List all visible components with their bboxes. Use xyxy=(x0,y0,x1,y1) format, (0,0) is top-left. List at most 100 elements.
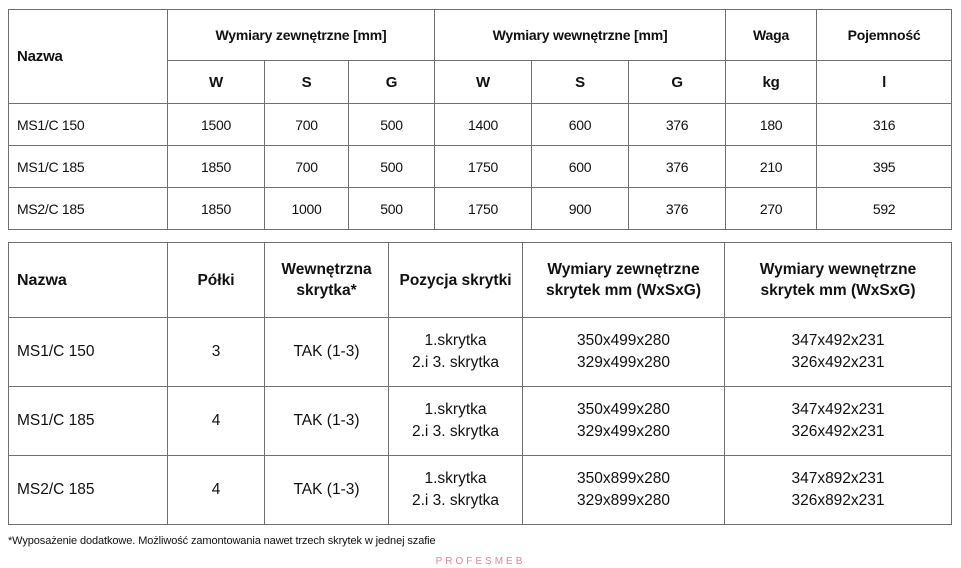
cell-outer-w: 1500 xyxy=(167,103,265,146)
header-line: skrytek mm (WxSxG) xyxy=(760,282,916,299)
cell-line: 1.skrytka xyxy=(424,401,487,418)
cell-line: 329x499x280 xyxy=(576,423,671,440)
header-line: Wymiary wewnętrzne xyxy=(759,261,917,278)
subheader-capacity-unit: l xyxy=(816,60,953,104)
cell-line: 347x492x231 xyxy=(791,332,885,349)
footnote: *Wyposażenie dodatkowe. Możliwość zamont… xyxy=(8,535,436,547)
cell-inner-w: 1400 xyxy=(434,103,533,146)
dimensions-table: Nazwa Wymiary zewnętrzne [mm] Wymiary we… xyxy=(8,9,953,230)
cell-outer-dimensions: 350x499x280 329x499x280 xyxy=(522,386,725,456)
cell-outer-w: 1850 xyxy=(167,187,265,230)
subheader-inner-g: G xyxy=(628,60,727,104)
cell-line: 1.skrytka xyxy=(424,332,487,349)
column-header-weight: Waga xyxy=(725,9,818,61)
cell-inner-g: 376 xyxy=(628,187,727,230)
cell-capacity: 592 xyxy=(816,187,953,230)
column-header-name: Nazwa xyxy=(8,242,168,318)
header-line: Wymiary zewnętrzne xyxy=(547,261,700,278)
cell-outer-s: 1000 xyxy=(264,187,349,230)
cell-box-position: 1.skrytka 2.i 3. skrytka xyxy=(388,455,523,525)
cell-outer-s: 700 xyxy=(264,145,349,188)
cell-outer-s: 700 xyxy=(264,103,349,146)
cell-line: 2.i 3. skrytka xyxy=(412,354,499,371)
column-header-shelves: Półki xyxy=(167,242,265,318)
header-line: skrytek mm (WxSxG) xyxy=(545,282,702,299)
cell-name: MS1/C 150 xyxy=(8,103,168,146)
cell-line: 347x892x231 xyxy=(791,470,885,487)
table-row: MS1/C 150 1500 700 500 1400 600 376 180 … xyxy=(8,103,953,146)
column-header-box-position: Pozycja skrytki xyxy=(388,242,523,318)
cell-weight: 270 xyxy=(725,187,818,230)
cell-inner-dimensions: 347x492x231 326x492x231 xyxy=(724,386,952,456)
cell-inner-box: TAK (1-3) xyxy=(264,317,389,387)
table-row: MS1/C 185 1850 700 500 1750 600 376 210 … xyxy=(8,145,953,188)
cell-inner-dimensions: 347x892x231 326x892x231 xyxy=(724,455,952,525)
table-subheader-row: W S G W S G kg l xyxy=(9,60,953,104)
cell-box-position: 1.skrytka 2.i 3. skrytka xyxy=(388,386,523,456)
cell-weight: 210 xyxy=(725,145,818,188)
cell-line: 350x899x280 xyxy=(576,470,671,487)
cell-inner-dimensions: 347x492x231 326x492x231 xyxy=(724,317,952,387)
column-header-outer-box-dimensions: Wymiary zewnętrzne skrytek mm (WxSxG) xyxy=(522,242,725,318)
column-header-inner-box-dimensions: Wymiary wewnętrzne skrytek mm (WxSxG) xyxy=(724,242,952,318)
subheader-inner-w: W xyxy=(434,60,533,104)
cell-box-position: 1.skrytka 2.i 3. skrytka xyxy=(388,317,523,387)
cell-line: 350x499x280 xyxy=(576,401,671,418)
column-header-name: Nazwa xyxy=(8,9,168,104)
cell-weight: 180 xyxy=(725,103,818,146)
cell-line: 350x499x280 xyxy=(576,332,671,349)
table-header-row: Nazwa Wymiary zewnętrzne [mm] Wymiary we… xyxy=(8,9,953,104)
column-group-inner-dimensions: Wymiary wewnętrzne [mm] xyxy=(434,9,727,61)
cell-outer-w: 1850 xyxy=(167,145,265,188)
cell-inner-box: TAK (1-3) xyxy=(264,455,389,525)
column-header-capacity: Pojemność xyxy=(816,9,953,61)
table-header-row: Nazwa Półki Wewnętrzna skrytka* Pozycja … xyxy=(8,242,952,318)
cell-line: 2.i 3. skrytka xyxy=(412,492,499,509)
table-row: MS1/C 150 3 TAK (1-3) 1.skrytka 2.i 3. s… xyxy=(8,317,952,387)
cell-line: 329x899x280 xyxy=(576,492,671,509)
table-row: MS1/C 185 4 TAK (1-3) 1.skrytka 2.i 3. s… xyxy=(8,386,952,456)
cell-outer-g: 500 xyxy=(347,145,436,188)
cell-line: 326x492x231 xyxy=(791,423,885,440)
cell-outer-g: 500 xyxy=(347,103,436,146)
cell-name: MS1/C 185 xyxy=(8,386,168,456)
cell-line: 329x499x280 xyxy=(576,354,671,371)
cell-capacity: 395 xyxy=(816,145,953,188)
cell-inner-box: TAK (1-3) xyxy=(264,386,389,456)
cell-outer-dimensions: 350x899x280 329x899x280 xyxy=(522,455,725,525)
subheader-outer-g: G xyxy=(347,60,436,104)
table-row: MS2/C 185 1850 1000 500 1750 900 376 270… xyxy=(8,187,953,230)
inner-boxes-table: Nazwa Półki Wewnętrzna skrytka* Pozycja … xyxy=(8,242,952,525)
watermark: PROFESMEB xyxy=(435,556,526,567)
cell-shelves: 3 xyxy=(167,317,265,387)
table-row: MS2/C 185 4 TAK (1-3) 1.skrytka 2.i 3. s… xyxy=(8,455,952,525)
cell-inner-w: 1750 xyxy=(434,187,533,230)
cell-name: MS1/C 150 xyxy=(8,317,168,387)
subheader-outer-w: W xyxy=(167,60,265,104)
cell-name: MS2/C 185 xyxy=(8,187,168,230)
cell-inner-w: 1750 xyxy=(434,145,533,188)
cell-outer-dimensions: 350x499x280 329x499x280 xyxy=(522,317,725,387)
header-line: skrytka* xyxy=(296,282,357,299)
column-group-outer-dimensions: Wymiary zewnętrzne [mm] xyxy=(166,9,436,61)
cell-outer-g: 500 xyxy=(347,187,436,230)
cell-name: MS2/C 185 xyxy=(8,455,168,525)
subheader-inner-s: S xyxy=(531,60,630,104)
cell-shelves: 4 xyxy=(167,455,265,525)
cell-inner-s: 900 xyxy=(531,187,630,230)
cell-line: 1.skrytka xyxy=(424,470,487,487)
cell-shelves: 4 xyxy=(167,386,265,456)
subheader-outer-s: S xyxy=(264,60,349,104)
cell-line: 326x892x231 xyxy=(791,492,885,509)
cell-inner-g: 376 xyxy=(628,145,727,188)
cell-line: 347x492x231 xyxy=(791,401,885,418)
header-line: Wewnętrzna xyxy=(281,261,372,278)
cell-capacity: 316 xyxy=(816,103,953,146)
cell-line: 326x492x231 xyxy=(791,354,885,371)
cell-line: 2.i 3. skrytka xyxy=(412,423,499,440)
column-header-inner-box: Wewnętrzna skrytka* xyxy=(264,242,389,318)
cell-inner-s: 600 xyxy=(531,103,630,146)
subheader-weight-unit: kg xyxy=(725,60,818,104)
cell-inner-s: 600 xyxy=(531,145,630,188)
cell-inner-g: 376 xyxy=(628,103,727,146)
